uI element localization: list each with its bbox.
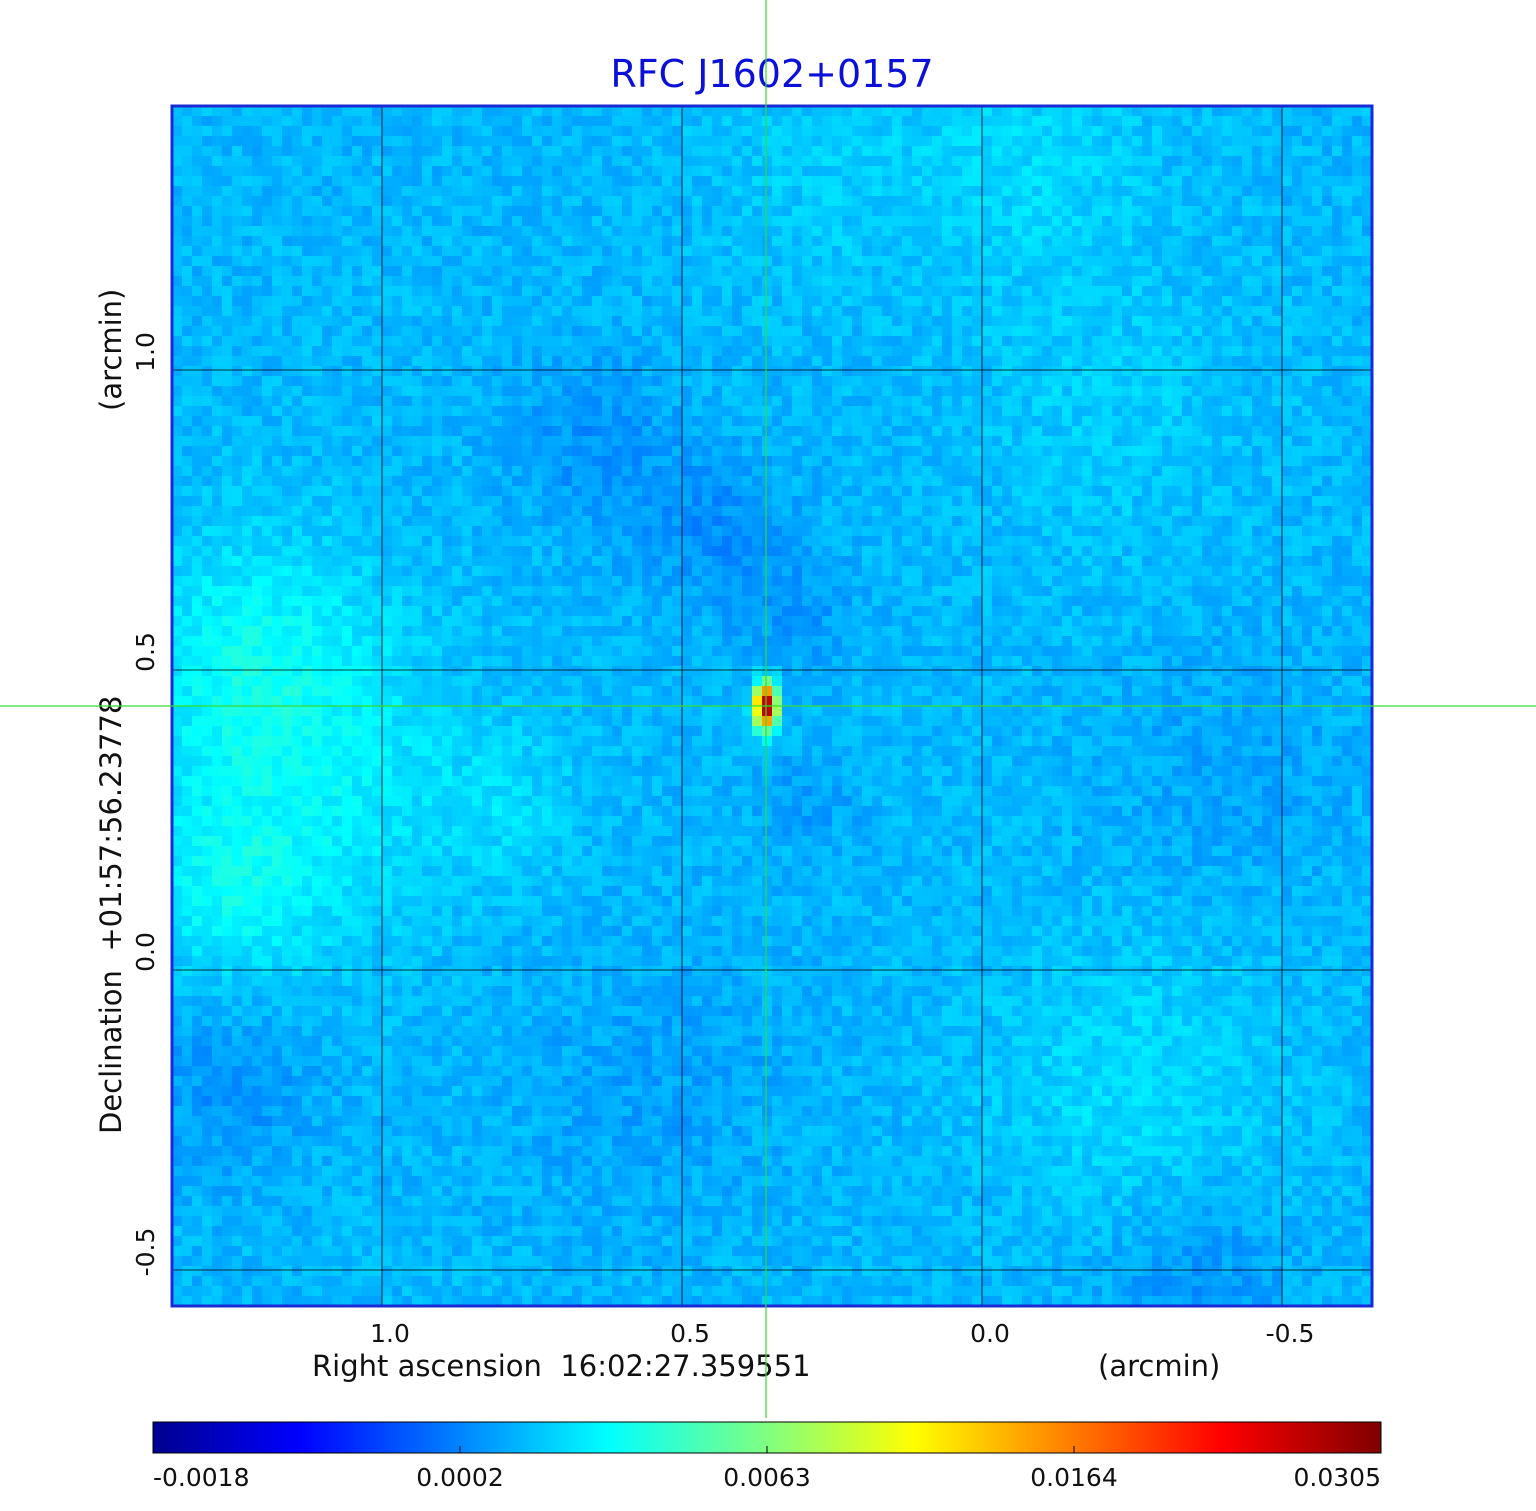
x-tick-label: 0.0 xyxy=(970,1319,1010,1348)
colorbar-tick-label: 0.0002 xyxy=(416,1463,503,1492)
x-tick-labels: 1.0 0.5 0.0 -0.5 xyxy=(370,1319,1314,1348)
y-tick-labels: 1.0 0.5 0.0 -0.5 xyxy=(131,332,160,1276)
y-axis-label: Declination +01:57:56.23778 xyxy=(94,696,128,1134)
chart-title: RFC J1602+0157 xyxy=(610,52,933,96)
y-tick-label: 0.5 xyxy=(131,632,160,672)
x-tick-label: 0.5 xyxy=(670,1319,710,1348)
y-axis-unit: (arcmin) xyxy=(94,289,128,411)
x-axis-label: Right ascension 16:02:27.359551 xyxy=(312,1349,811,1383)
colorbar-tick-label: -0.0018 xyxy=(153,1463,250,1492)
y-tick-label: 1.0 xyxy=(131,332,160,372)
x-axis-unit: (arcmin) xyxy=(1098,1349,1220,1383)
x-tick-label: -0.5 xyxy=(1266,1319,1315,1348)
colorbar-tick-label: 0.0164 xyxy=(1030,1463,1117,1492)
y-tick-label: 0.0 xyxy=(131,932,160,972)
crosshair xyxy=(0,0,1536,1418)
y-tick-label: -0.5 xyxy=(131,1228,160,1277)
colorbar-tick-label: 0.0063 xyxy=(723,1463,810,1492)
colorbar-ticks: -0.0018 0.0002 0.0063 0.0164 0.0305 xyxy=(152,1446,1382,1492)
x-tick-label: 1.0 xyxy=(370,1319,410,1348)
colorbar-tick-label: 0.0305 xyxy=(1294,1463,1381,1492)
